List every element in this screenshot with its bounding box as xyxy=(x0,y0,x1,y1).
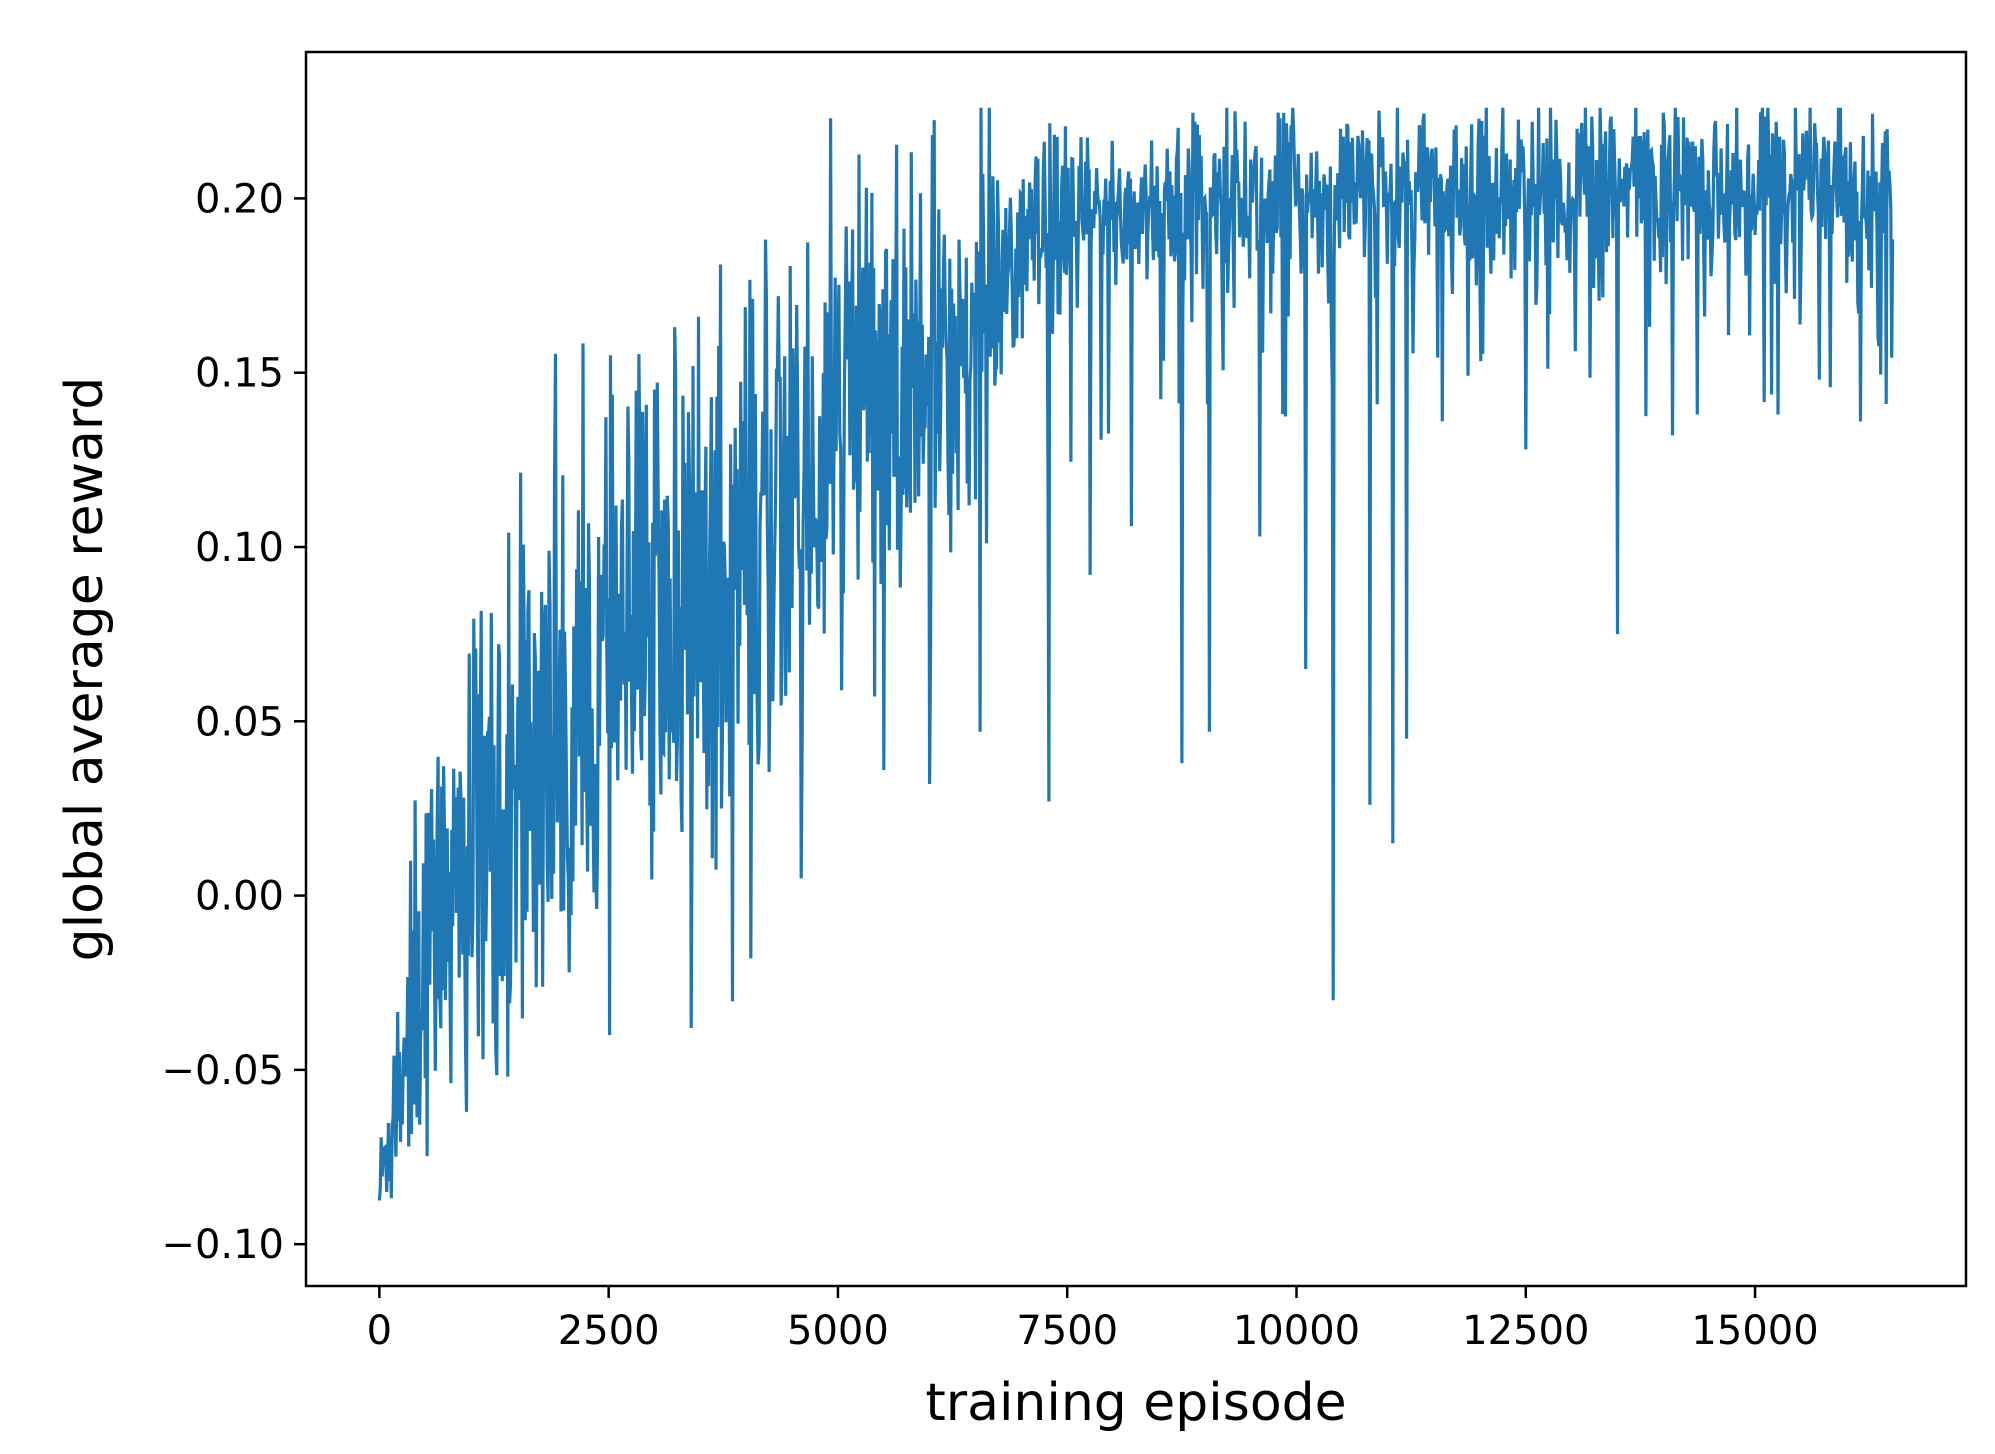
y-tick-label: −0.10 xyxy=(161,1222,284,1268)
series-line-reward xyxy=(377,107,1895,1201)
x-tick-label: 15000 xyxy=(1691,1308,1818,1354)
y-tick-label: −0.05 xyxy=(161,1048,284,1094)
x-tick-label: 7500 xyxy=(1016,1308,1118,1354)
axes-frame xyxy=(304,50,1968,1288)
y-tick-label: 0.10 xyxy=(195,525,284,571)
y-axis-label: global average reward xyxy=(55,377,115,962)
x-tick-label: 10000 xyxy=(1233,1308,1360,1354)
x-tick-label: 2500 xyxy=(558,1308,660,1354)
x-axis-label: training episode xyxy=(925,1373,1346,1433)
y-tick-label: 0.05 xyxy=(195,699,284,745)
x-axis-ticks: 0 2500 5000 7500 10000 12500 15000 xyxy=(367,1286,1819,1354)
y-tick-label: 0.20 xyxy=(195,176,284,222)
x-tick-label: 0 xyxy=(367,1308,392,1354)
x-tick-label: 12500 xyxy=(1462,1308,1589,1354)
y-tick-label: 0.00 xyxy=(195,874,284,920)
series-layer xyxy=(377,107,1895,1201)
y-tick-label: 0.15 xyxy=(195,351,284,397)
x-tick-label: 5000 xyxy=(787,1308,889,1354)
y-axis-ticks: −0.10 −0.05 0.00 0.05 0.10 0.15 0.20 xyxy=(161,176,306,1268)
